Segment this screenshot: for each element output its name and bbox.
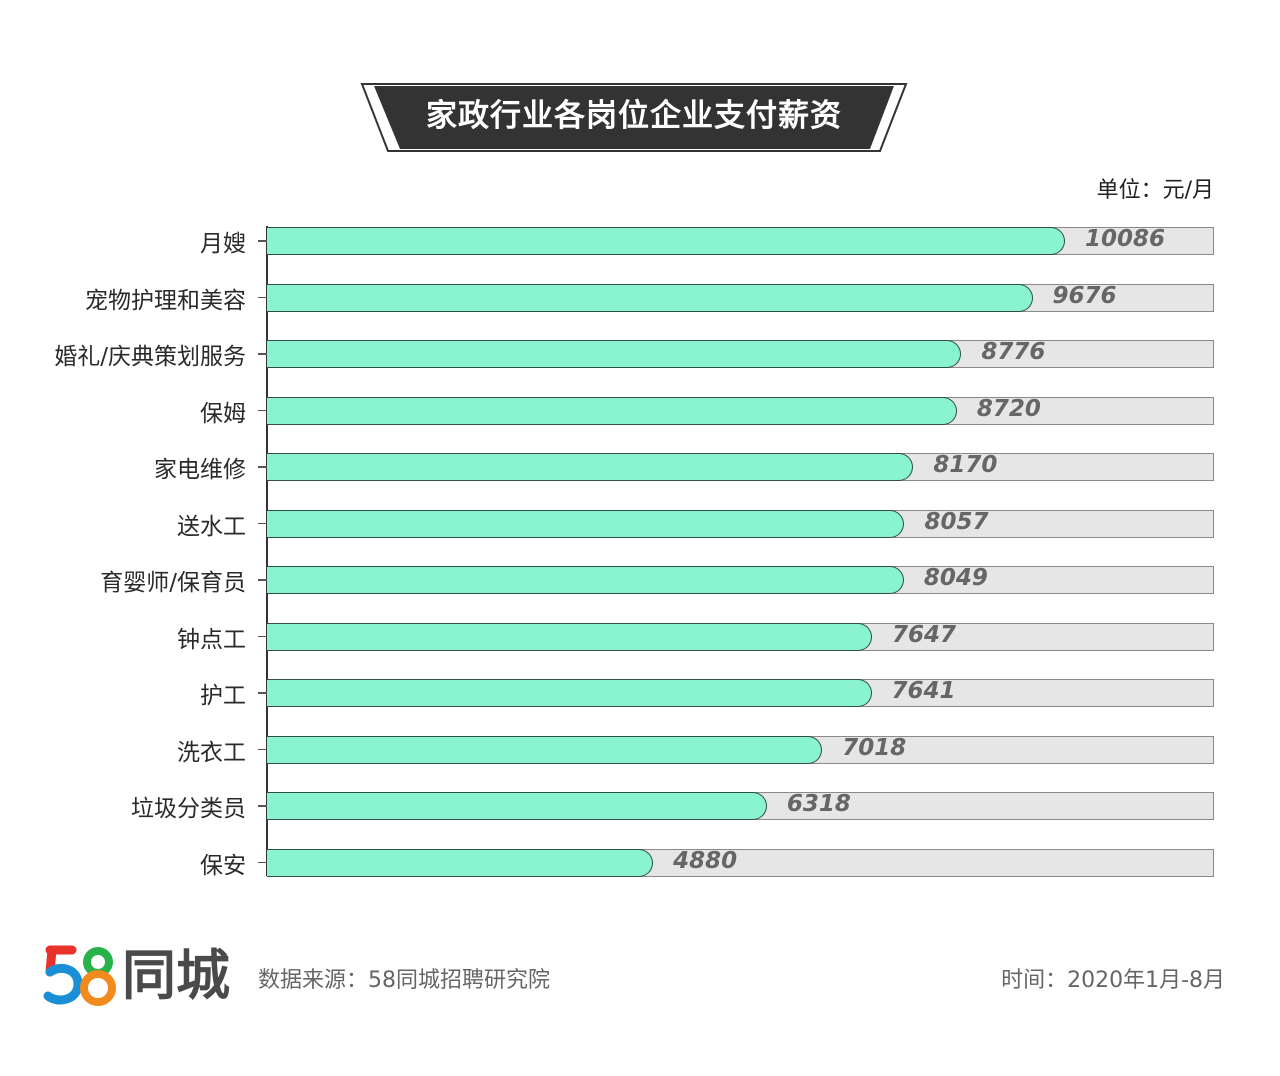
bar-fill	[267, 453, 914, 481]
category-label: 月嫂	[200, 231, 246, 257]
category-label: 钟点工	[177, 626, 246, 653]
bar-row: 护工 7641	[0, 678, 1280, 709]
bar-row: 保安 4880	[0, 847, 1280, 879]
value-label: 8776	[981, 339, 1046, 365]
value-label: 7018	[842, 734, 907, 761]
category-label: 洗衣工	[177, 739, 246, 766]
category-label: 保姆	[200, 400, 246, 427]
bar-row: 月嫂 10086	[0, 226, 1280, 257]
value-label: 7641	[891, 678, 956, 704]
value-label: 8057	[924, 508, 989, 535]
bar-fill	[267, 227, 1065, 255]
bar-row: 钟点工 7647	[0, 621, 1280, 653]
category-label: 护工	[200, 683, 246, 709]
logo-58-icon	[43, 945, 116, 1006]
bar-row: 垃圾分类员 6318	[0, 791, 1280, 822]
category-label: 婚礼/庆典策划服务	[54, 344, 246, 370]
bar-row: 家电维修 8170	[0, 452, 1280, 483]
value-label: 9676	[1052, 282, 1117, 309]
value-label: 6318	[786, 791, 851, 817]
banner-shape-icon	[360, 83, 908, 152]
bar-row: 宠物护理和美容 9676	[0, 282, 1280, 314]
value-label: 10086	[1085, 226, 1166, 252]
axis-tick	[258, 748, 267, 750]
axis-tick	[258, 409, 267, 411]
bar-row: 送水工 8057	[0, 508, 1280, 540]
bar-chart: 月嫂 10086 宠物护理和美容 9676 婚礼/庆典策划服务 8776 保姆 8720 家电维…	[0, 226, 1280, 879]
bar-row: 洗衣工 7018	[0, 734, 1280, 766]
value-label: 7647	[892, 621, 957, 648]
bar-fill	[267, 396, 957, 425]
bar-fill	[267, 509, 905, 538]
category-label: 垃圾分类员	[131, 796, 246, 822]
axis-tick	[258, 579, 267, 581]
bar-fill	[267, 340, 962, 368]
axis-tick	[258, 522, 267, 524]
bar-row: 婚礼/庆典策划服务 8776	[0, 339, 1280, 370]
category-label: 保安	[200, 852, 246, 879]
bar-fill	[267, 735, 823, 764]
value-label: 8720	[976, 395, 1041, 422]
axis-tick	[258, 692, 267, 694]
bar-fill	[267, 679, 872, 707]
category-label: 送水工	[177, 513, 246, 540]
category-label: 育婴师/保育员	[100, 570, 246, 596]
bar-row: 育婴师/保育员 8049	[0, 565, 1280, 596]
axis-tick	[258, 805, 267, 807]
category-label: 家电维修	[154, 457, 246, 483]
bar-fill	[267, 792, 767, 820]
title-banner: 家政行业各岗位企业支付薪资	[360, 80, 908, 153]
bar-fill	[267, 622, 873, 651]
axis-tick	[258, 240, 267, 242]
axis-tick	[258, 861, 267, 863]
axis-tick	[258, 353, 267, 355]
bar-row: 保姆 8720	[0, 395, 1280, 427]
unit-label: 单位：元/月	[1096, 178, 1214, 203]
y-axis	[266, 226, 268, 876]
time-period: 时间：2020年1月-8月	[1001, 968, 1225, 993]
category-label: 宠物护理和美容	[85, 287, 246, 314]
bar-fill	[267, 283, 1033, 312]
bar-fill	[267, 848, 654, 877]
axis-tick	[258, 296, 267, 298]
axis-tick	[258, 635, 267, 637]
chart-title: 家政行业各岗位企业支付薪资	[426, 98, 842, 134]
logo-text: 同城	[122, 944, 230, 1007]
data-source: 数据来源：58同城招聘研究院	[258, 968, 550, 993]
bar-fill	[267, 566, 904, 594]
value-label: 4880	[673, 847, 738, 874]
axis-tick	[258, 466, 267, 468]
value-label: 8170	[933, 452, 998, 478]
value-label: 8049	[923, 565, 988, 591]
